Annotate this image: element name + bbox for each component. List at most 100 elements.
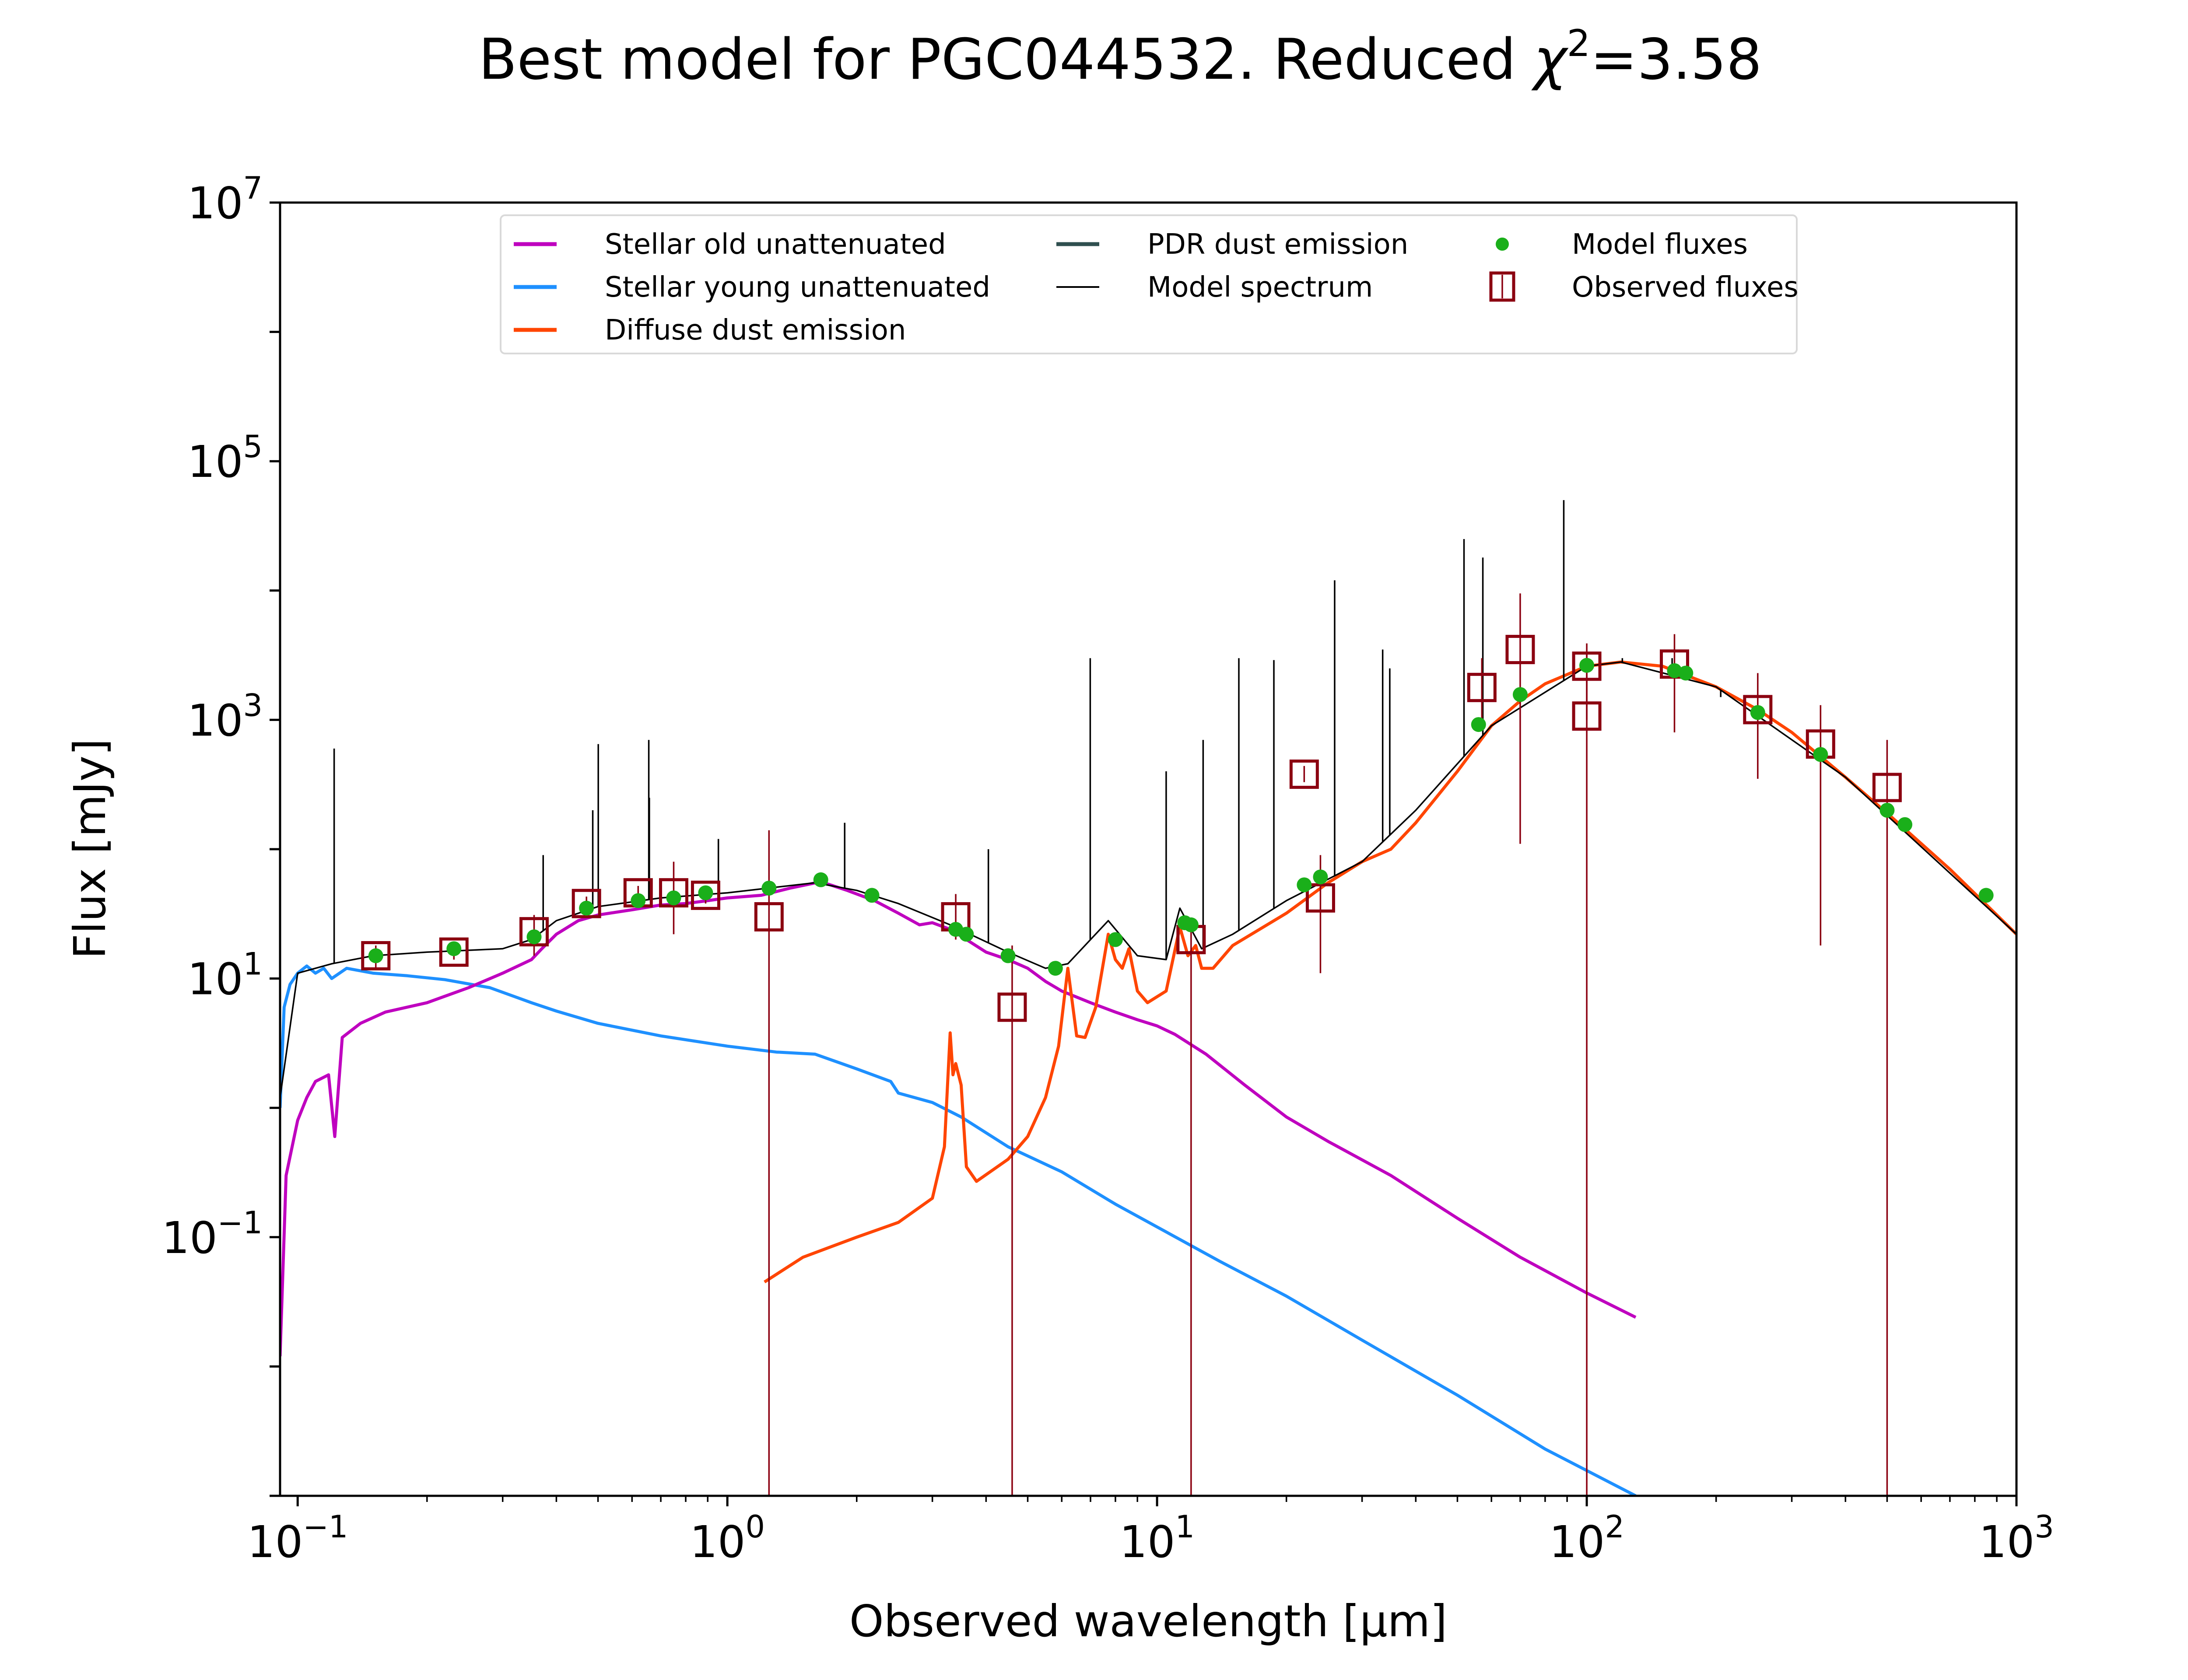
x-tick-label: 103 [1979,1509,2054,1568]
model-flux-point [959,927,974,942]
model-flux-point [1297,877,1312,892]
model-flux-point [1813,747,1828,762]
x-tick-base: 10 [1549,1516,1605,1568]
legend-item-diffuse-dust-emission: Diffuse dust emission [514,314,906,346]
legend-item-model-fluxes: Model fluxes [1496,228,1748,261]
x-tick-label: 100 [690,1509,765,1568]
x-axis-label: Observed wavelength [μm] [849,1596,1447,1647]
observed-flux-marker [997,992,1027,1022]
y-tick-label: 101 [187,946,263,1005]
legend-box [500,214,1798,354]
y-tick-base: 10 [187,436,243,487]
legend-swatch-square [1489,271,1515,302]
model-flux-point [1471,717,1486,732]
observed-flux-marker [1572,651,1602,681]
observed-flux-marker [1872,773,1902,802]
model-flux-point [1978,888,1994,903]
legend-label: Model spectrum [1147,271,1373,304]
model-flux-point [813,872,828,887]
y-tick-label: 103 [187,687,263,746]
x-tick-exponent: −1 [303,1509,348,1545]
legend-item-stellar-young-unattenuated: Stellar young unattenuated [514,271,990,304]
y-tick-label: 10−1 [162,1205,263,1264]
observed-flux-marker [361,941,391,971]
model-flux-point [526,929,542,945]
observed-flux-marker [1467,672,1497,702]
model-flux-point [1108,932,1123,947]
title-prefix: Best model for PGC044532. Reduced [479,27,1534,92]
series-line-stellar-young-unattenuated [280,964,1637,1496]
observed-flux-marker [659,878,688,908]
legend-item-stellar-old-unattenuated: Stellar old unattenuated [514,228,946,261]
y-tick-label: 107 [187,170,263,229]
model-flux-point [1667,663,1682,679]
x-tick-exponent: 1 [1175,1509,1195,1545]
observed-flux-marker [519,917,549,947]
y-tick-base: 10 [187,954,243,1005]
model-flux-point [666,890,681,906]
model-flux-point [579,900,594,916]
chart-title: Best model for PGC044532. Reduced χ2=3.5… [479,22,1762,92]
legend-item-pdr-dust-emission: PDR dust emission [1056,228,1408,261]
y-tick-exponent: −1 [217,1205,263,1241]
model-flux-point [1313,869,1328,885]
x-tick-base: 10 [690,1516,745,1568]
model-flux-point [761,880,777,896]
legend: Stellar old unattenuated Stellar young un… [500,214,1799,354]
observed-flux-marker [572,889,601,918]
observed-flux-marker [1572,701,1602,731]
model-flux-point [1678,665,1694,681]
model-flux-point [1897,817,1913,832]
x-tick-exponent: 3 [2034,1509,2054,1545]
model-flux-point [1750,705,1765,720]
observed-flux-marker [1743,695,1773,724]
model-flux-point [1048,961,1063,976]
model-flux-point [1512,687,1528,702]
model-flux-point [368,948,383,963]
legend-item-observed-fluxes: Observed fluxes [1489,271,1799,304]
x-tick-label: 101 [1119,1509,1195,1568]
y-tick-label: 105 [187,429,263,487]
series-line-model-spectrum [280,661,2016,1098]
x-tick-label: 102 [1549,1509,1624,1568]
model-flux-point [1879,803,1895,818]
model-flux-point [698,885,713,900]
y-axis-label: Flux [mJy] [64,738,116,959]
legend-item-model-spectrum: Model spectrum [1056,271,1373,304]
y-tick-exponent: 7 [243,170,263,206]
x-tick-exponent: 2 [1605,1509,1624,1545]
observed-flux-marker [439,937,469,967]
x-tick-base: 10 [1979,1516,2034,1568]
title-chi: χ [1531,27,1569,92]
legend-label: Observed fluxes [1572,271,1799,304]
model-flux-point [631,893,646,908]
model-flux-point [864,888,880,903]
plot-area [280,500,2016,1496]
model-flux-point [1000,948,1016,963]
legend-label: Model fluxes [1572,228,1748,261]
observed-flux-marker [1289,760,1319,789]
y-tick-base: 10 [187,695,243,746]
x-tick-base: 10 [1119,1516,1175,1568]
x-tick-exponent: 0 [746,1509,765,1545]
y-tick-base: 10 [187,178,243,229]
x-tick-label: 10−1 [247,1509,348,1568]
y-tick-exponent: 1 [243,946,263,982]
observed-flux-marker [1505,635,1535,665]
title-suffix: =3.58 [1590,27,1762,92]
observed-flux-marker [754,902,784,932]
legend-label: Diffuse dust emission [605,314,906,346]
observed-flux-marker [1305,883,1335,913]
y-tick-exponent: 5 [243,429,263,465]
observed-flux-marker [691,880,720,910]
title-sup: 2 [1567,22,1590,65]
model-flux-point [1183,917,1199,932]
model-flux-point [1579,658,1595,673]
legend-label: PDR dust emission [1147,228,1408,261]
y-tick-exponent: 3 [243,687,263,723]
legend-label: Stellar young unattenuated [605,271,990,304]
y-tick-base: 10 [162,1212,217,1264]
model-flux-point [446,941,462,956]
